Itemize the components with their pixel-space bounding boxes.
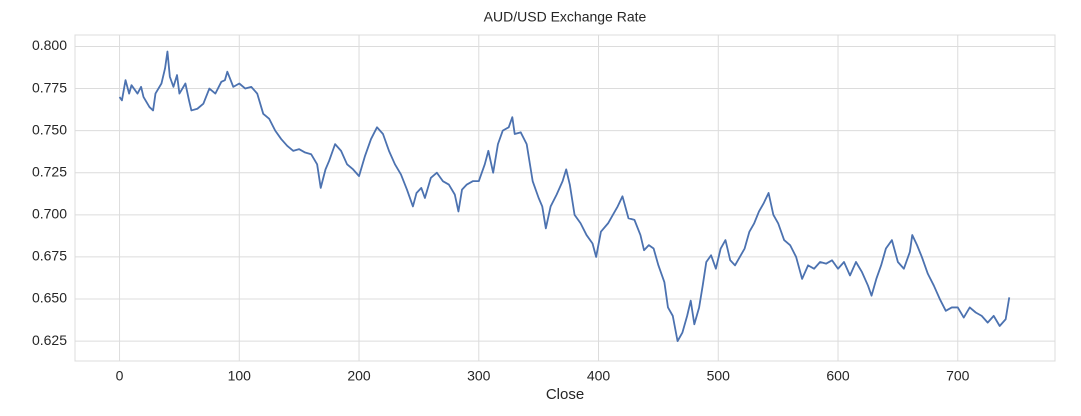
chart-title: AUD/USD Exchange Rate: [484, 9, 647, 25]
x-tick-label: 300: [467, 368, 491, 384]
data-line: [118, 50, 1011, 343]
x-tick-label: 0: [116, 368, 124, 384]
x-tick-label: 600: [826, 368, 850, 384]
y-tick-label: 0.750: [32, 121, 67, 137]
x-tick-label: 200: [347, 368, 371, 384]
y-tick-label: 0.700: [32, 206, 67, 222]
plot-frame: [74, 34, 1056, 362]
y-tick-label: 0.675: [32, 248, 67, 264]
x-tick-label: 400: [587, 368, 611, 384]
y-tick-label: 0.625: [32, 332, 67, 348]
x-axis-label: Close: [546, 386, 584, 403]
x-tick-label: 100: [228, 368, 252, 384]
y-tick-label: 0.725: [32, 163, 67, 179]
x-tick-label: 700: [946, 368, 970, 384]
x-tick-label: 500: [707, 368, 731, 384]
y-tick-label: 0.650: [32, 290, 67, 306]
y-tick-label: 0.775: [32, 79, 67, 95]
y-tick-label: 0.800: [32, 37, 67, 53]
